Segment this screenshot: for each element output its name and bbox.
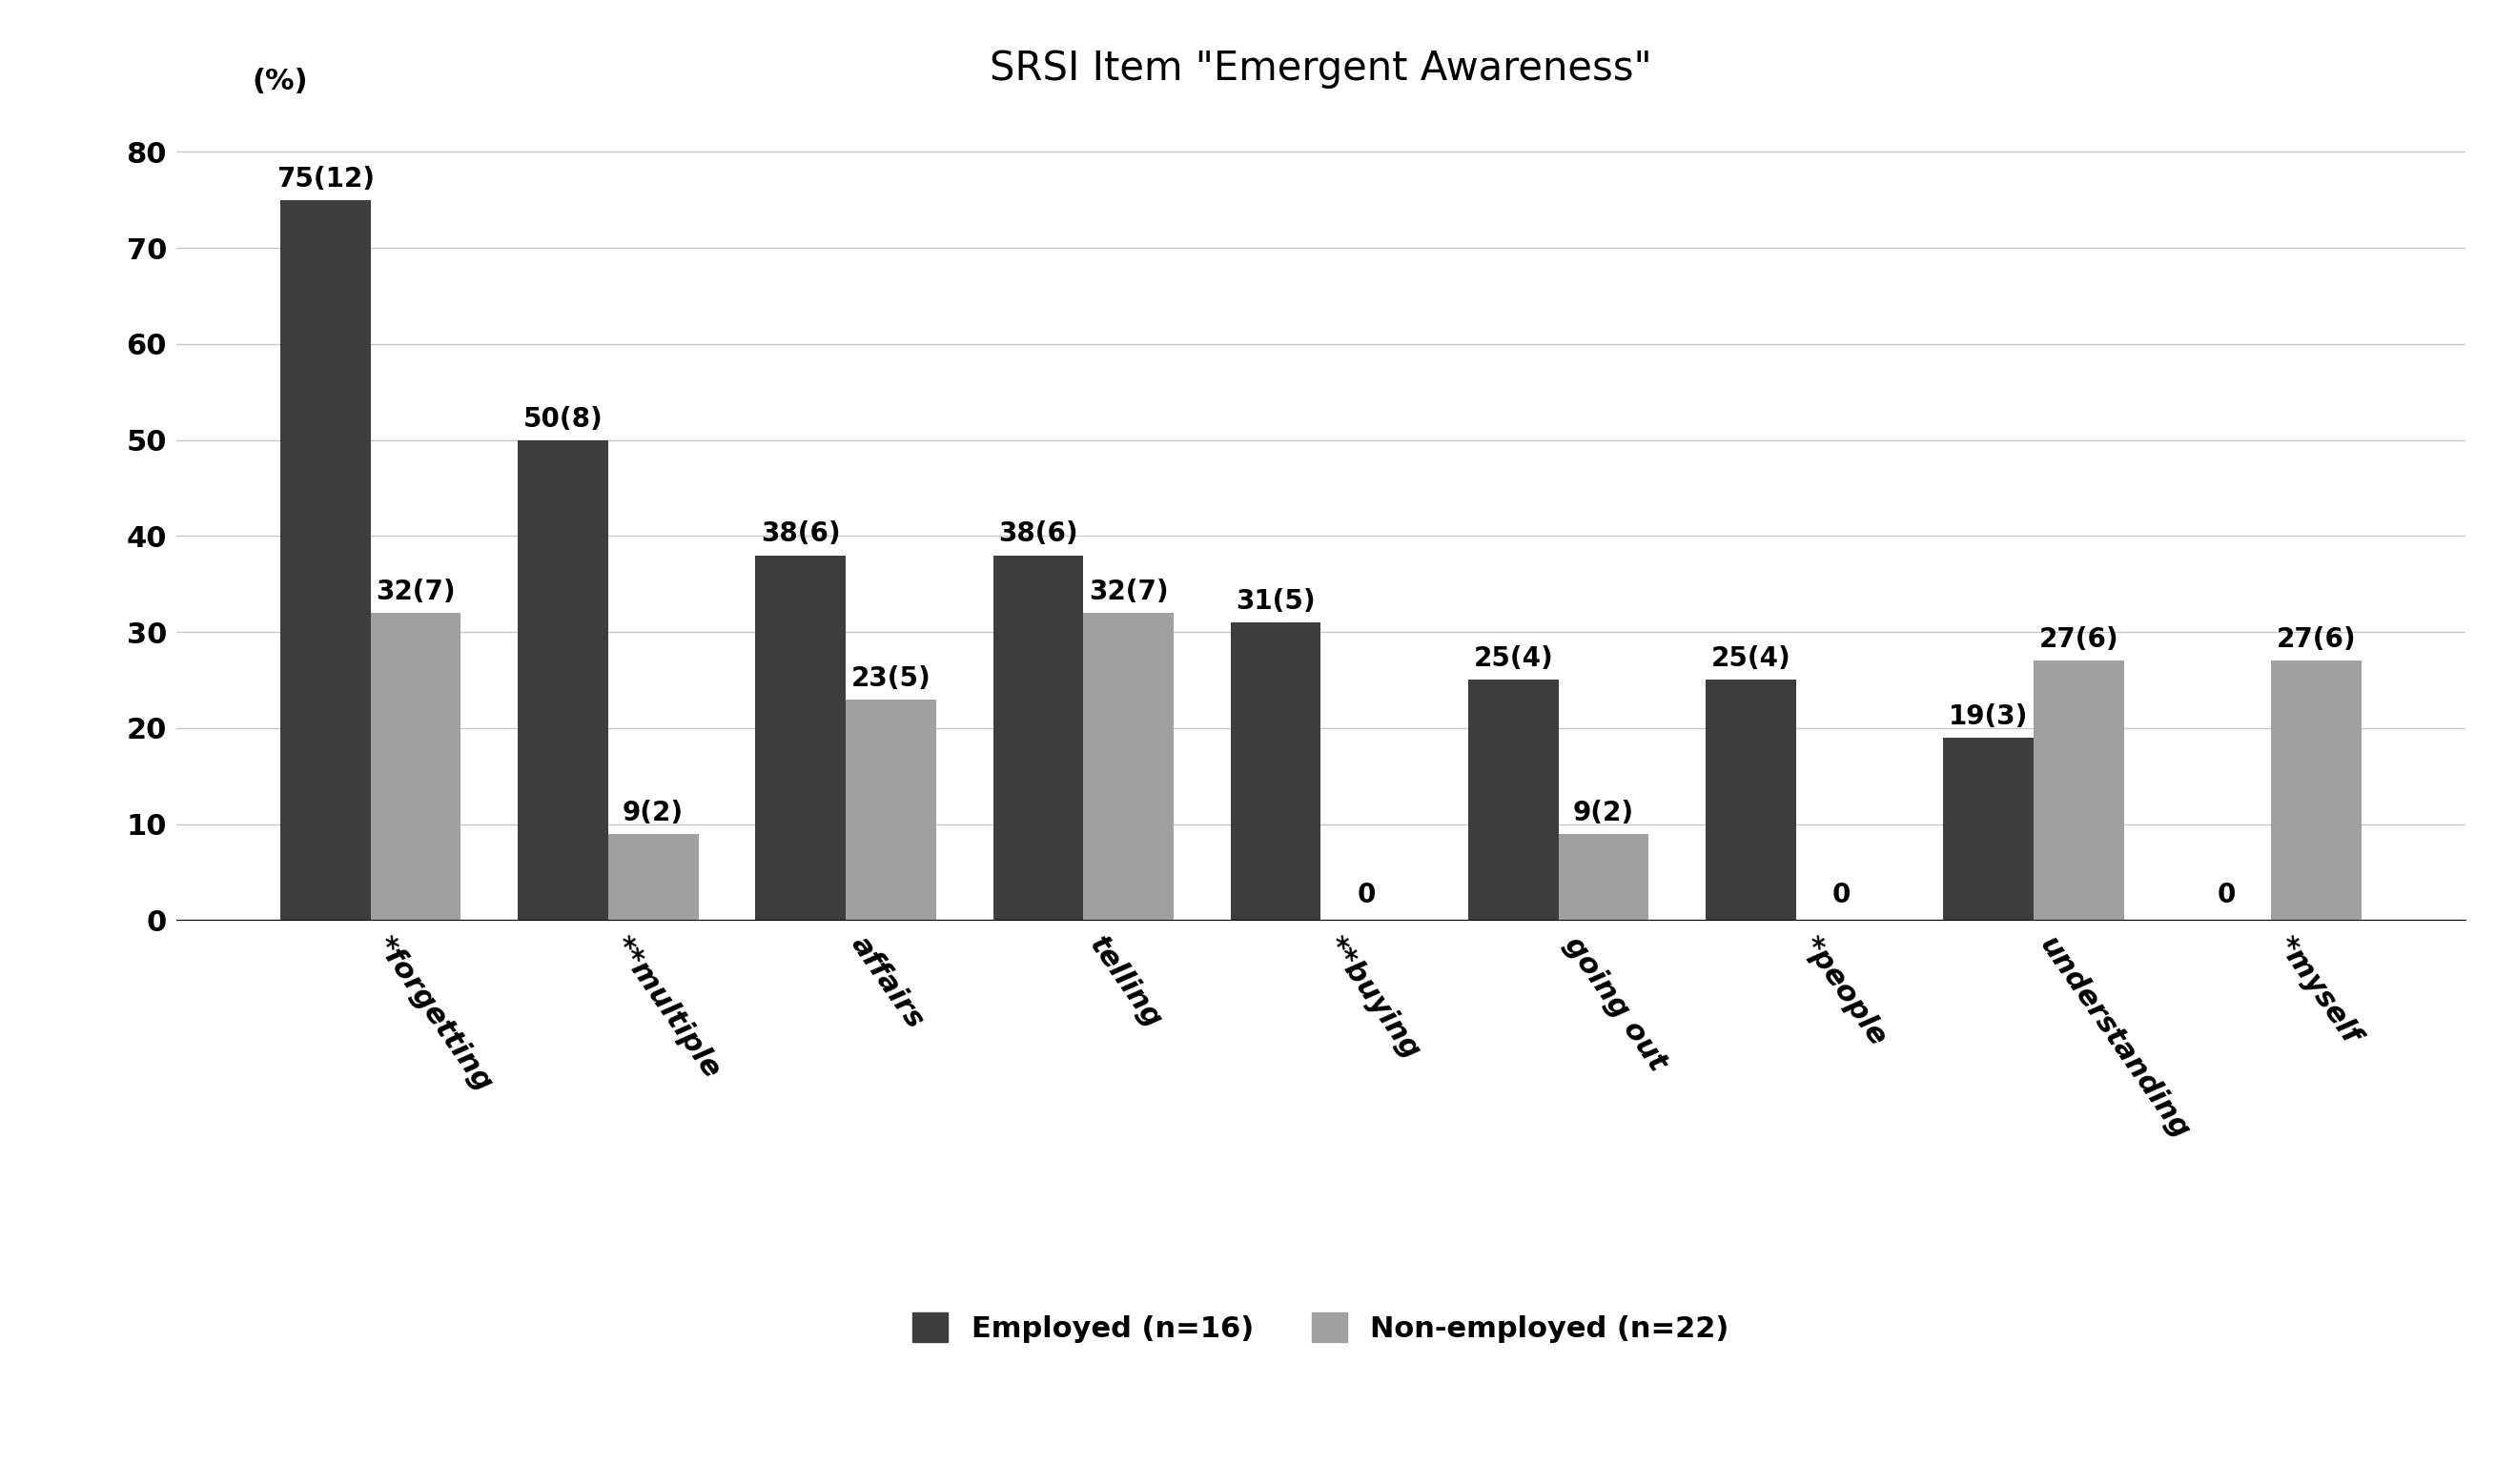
Text: 27(6): 27(6) [2277,626,2357,653]
Text: 9(2): 9(2) [621,800,684,827]
Text: 31(5): 31(5) [1235,588,1316,614]
Text: 23(5): 23(5) [850,665,931,692]
Text: 75(12): 75(12) [277,166,375,193]
Text: 32(7): 32(7) [1089,579,1167,605]
Text: 0: 0 [1832,881,1849,908]
Text: 0: 0 [2217,881,2234,908]
Bar [370,613,460,920]
Bar [1230,622,1321,920]
Text: 38(6): 38(6) [760,521,840,548]
Legend: Employed (n=16), Non-employed (n=22): Employed (n=16), Non-employed (n=22) [901,1300,1741,1355]
Bar [1706,680,1796,920]
Text: 27(6): 27(6) [2038,626,2118,653]
Bar [518,439,609,920]
Title: SRSI Item "Emergent Awareness": SRSI Item "Emergent Awareness" [989,49,1653,89]
Text: 38(6): 38(6) [999,521,1077,548]
Bar [2272,660,2363,920]
Bar [1084,613,1172,920]
Bar [1469,680,1557,920]
Text: 0: 0 [1356,881,1376,908]
Bar [2033,660,2124,920]
Bar [845,699,936,920]
Bar [279,200,370,920]
Bar [1557,834,1648,920]
Bar [994,555,1084,920]
Text: 25(4): 25(4) [1474,646,1552,672]
Text: (%): (%) [252,68,307,96]
Bar [609,834,699,920]
Bar [755,555,845,920]
Text: 19(3): 19(3) [1950,703,2028,730]
Bar [1942,738,2033,920]
Text: 25(4): 25(4) [1711,646,1791,672]
Text: 50(8): 50(8) [523,405,604,432]
Text: 32(7): 32(7) [375,579,455,605]
Text: 9(2): 9(2) [1572,800,1635,827]
